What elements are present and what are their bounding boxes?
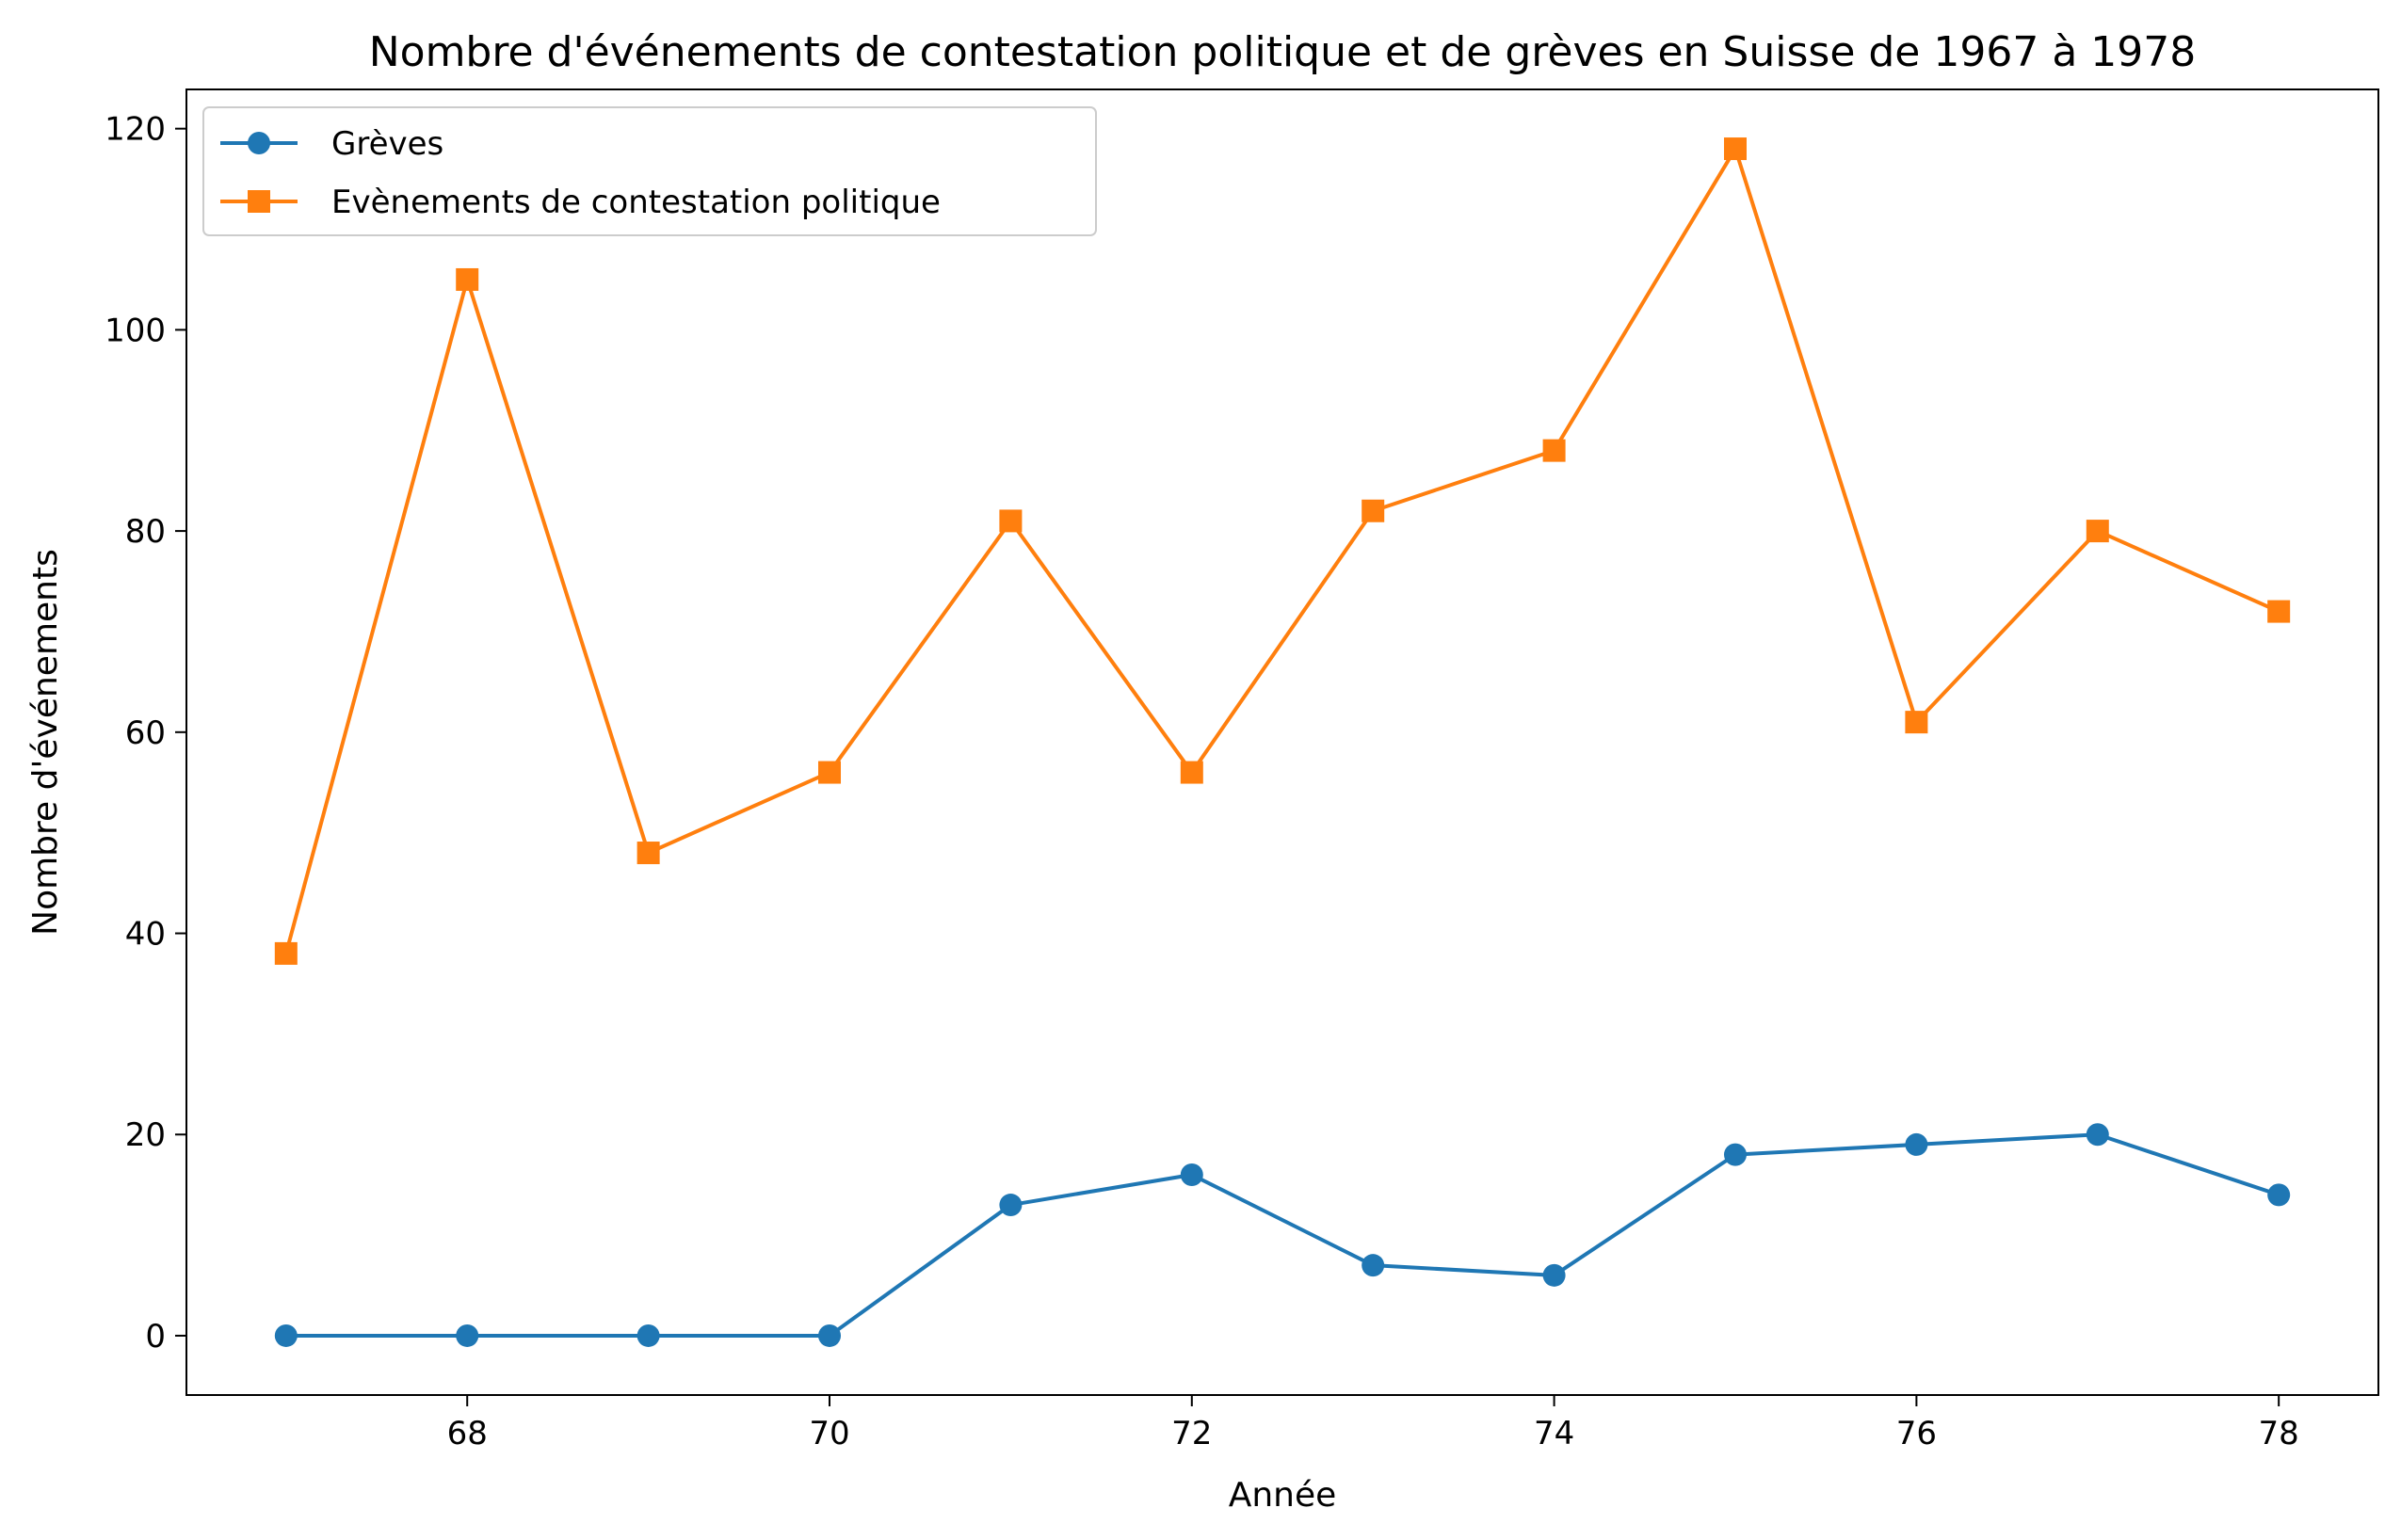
plot-area: 68 70 72 74 76 78 0 20 40 60 80 100 120 [105, 88, 2379, 1452]
data-point [456, 267, 479, 291]
x-tick-label: 74 [1534, 1415, 1574, 1452]
data-point [637, 842, 660, 865]
data-point [1542, 1263, 1566, 1287]
x-tick-label: 78 [2259, 1415, 2299, 1452]
y-tick-label: 40 [125, 916, 166, 954]
x-tick-label: 70 [809, 1415, 849, 1452]
data-point [456, 1323, 479, 1347]
y-tick-label: 120 [105, 111, 166, 149]
data-point [637, 1323, 660, 1347]
legend-box [202, 106, 1097, 236]
data-point [1905, 711, 1928, 734]
data-point [2086, 1123, 2109, 1147]
series-2 [274, 137, 2291, 965]
y-tick-label: 80 [125, 513, 166, 551]
legend-label: Grèves [331, 125, 443, 163]
y-axis-title: Nombre d'événements [26, 549, 65, 936]
legend-item: Grèves [220, 125, 443, 163]
data-point [1905, 1132, 1928, 1156]
legend-marker [248, 132, 270, 154]
data-point [818, 761, 842, 784]
series-line [285, 1132, 2280, 1338]
x-tick-label: 76 [1896, 1415, 1937, 1452]
data-point [1362, 499, 1385, 522]
data-point [818, 1323, 842, 1347]
series-line [283, 147, 2280, 954]
data-point [999, 1194, 1023, 1217]
data-point [1180, 761, 1203, 784]
y-tick-label: 0 [145, 1318, 166, 1356]
x-tick-label: 72 [1171, 1415, 1212, 1452]
legend-marker [248, 190, 270, 213]
data-point [274, 1323, 298, 1347]
data-point [1180, 1163, 1203, 1186]
y-tick-label: 100 [105, 312, 166, 349]
y-tick-label: 60 [125, 714, 166, 752]
data-point [2267, 1183, 2291, 1207]
y-tick-label: 20 [125, 1116, 166, 1154]
x-tick-label: 68 [447, 1415, 488, 1452]
legend-item: Evènements de contestation politique [220, 184, 941, 221]
data-point [274, 941, 298, 965]
legend: Grèves Evènements de contestation politiq… [202, 106, 1097, 236]
data-point [1362, 1254, 1385, 1277]
data-point [2267, 600, 2291, 623]
data-point [1542, 439, 1566, 462]
legend-label: Evènements de contestation politique [331, 184, 941, 221]
chart-title: Nombre d'événements de contestation poli… [369, 28, 2197, 76]
series-1 [274, 1123, 2291, 1347]
axes-frame [185, 88, 2379, 1396]
data-point [1723, 1143, 1747, 1166]
data-point [1723, 137, 1747, 161]
data-point [2086, 520, 2109, 543]
x-axis-title: Année [1229, 1476, 1337, 1515]
data-point [999, 509, 1023, 533]
